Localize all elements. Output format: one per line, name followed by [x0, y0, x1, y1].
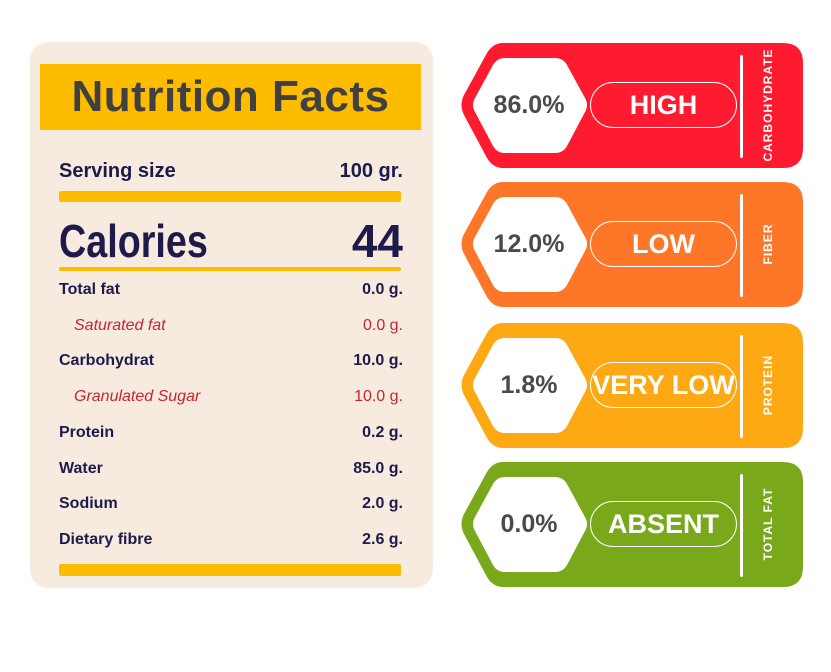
divider-line [740, 335, 743, 438]
divider-bar [59, 564, 401, 576]
nutrient-value: 10.0 g. [354, 388, 403, 406]
percent-value: 12.0% [493, 230, 565, 258]
nutrient-label: Sodium [59, 495, 118, 513]
nutrient-value: 10.0 g. [353, 352, 403, 370]
nutrient-label: Carbohydrat [59, 352, 155, 370]
level-pill: HIGH [590, 82, 737, 128]
nutrient-row: Granulated Sugar 10.0 g. [59, 387, 403, 407]
nutrient-row: Water 85.0 g. [59, 459, 403, 479]
nutrient-label: Water [59, 459, 103, 477]
tag-shape [461, 323, 803, 448]
divider-bar [59, 191, 401, 202]
nutrient-row: Dietary fibre 2.6 g. [59, 530, 403, 550]
tag-shape [461, 462, 803, 587]
calories-value: 44 [351, 215, 403, 267]
nutrient-value: 85.0 g. [353, 459, 403, 477]
calories-label: Calories [59, 215, 208, 267]
hexagon-badge [473, 477, 587, 572]
nutrient-value: 0.0 g. [362, 316, 403, 334]
nutrient-value: 0.0 g. [362, 281, 403, 298]
hexagon-badge [473, 58, 587, 153]
nutrient-label: Granulated Sugar [74, 388, 201, 406]
calories-row: Calories 44 [59, 214, 403, 268]
nutrient-value: 0.2 g. [362, 423, 403, 441]
nutrient-tag: 12.0% LOW FIBER [455, 182, 807, 312]
serving-value: 100 gr. [339, 160, 403, 182]
percent-value: 0.0% [500, 510, 558, 538]
level-pill: ABSENT [590, 501, 737, 547]
nutrient-name: PROTEIN [761, 354, 775, 416]
nutrient-row: Saturated fat 0.0 g. [59, 316, 403, 336]
serving-size-row: Serving size 100 gr. [59, 160, 403, 183]
nutrient-tag: 86.0% HIGH CARBOHYDRATE [455, 43, 807, 173]
divider-line [740, 55, 743, 158]
divider-line [740, 194, 743, 297]
nutrient-label: Dietary fibre [59, 530, 153, 548]
tag-shape [461, 43, 803, 168]
nutrient-row: Sodium 2.0 g. [59, 494, 403, 514]
percent-value: 1.8% [500, 371, 558, 399]
serving-label: Serving size [59, 160, 176, 182]
level-pill: LOW [590, 221, 737, 267]
percent-value: 86.0% [493, 91, 565, 119]
nutrient-value: 2.0 g. [362, 495, 403, 513]
nutrient-row: Total fat 0.0 g. [59, 280, 403, 300]
divider-bar [59, 267, 401, 271]
nutrient-value: 2.6 g. [362, 530, 403, 548]
title-bar: Nutrition Facts [40, 64, 421, 130]
nutrient-label: Protein [59, 423, 115, 441]
nutrient-row: Protein 0.2 g. [59, 423, 403, 443]
nutrient-tag: 1.8% VERY LOW PROTEIN [455, 323, 807, 453]
tag-shape [461, 182, 803, 307]
nutrient-name: TOTAL FAT [761, 487, 775, 561]
nutrient-tag: 0.0% ABSENT TOTAL FAT [455, 462, 807, 592]
hexagon-badge [473, 338, 587, 433]
hexagon-badge [473, 197, 587, 292]
nutrient-label: Saturated fat [74, 316, 166, 334]
nutrient-label: Total fat [59, 281, 121, 298]
panel-title: Nutrition Facts [71, 72, 390, 121]
nutrition-facts-panel: Nutrition Facts Serving size 100 gr. Cal… [30, 42, 433, 588]
nutrient-name: CARBOHYDRATE [761, 48, 775, 162]
nutrient-name: FIBER [761, 223, 775, 265]
level-pill: VERY LOW [590, 362, 737, 408]
nutrient-row: Carbohydrat 10.0 g. [59, 351, 403, 371]
divider-line [740, 474, 743, 577]
